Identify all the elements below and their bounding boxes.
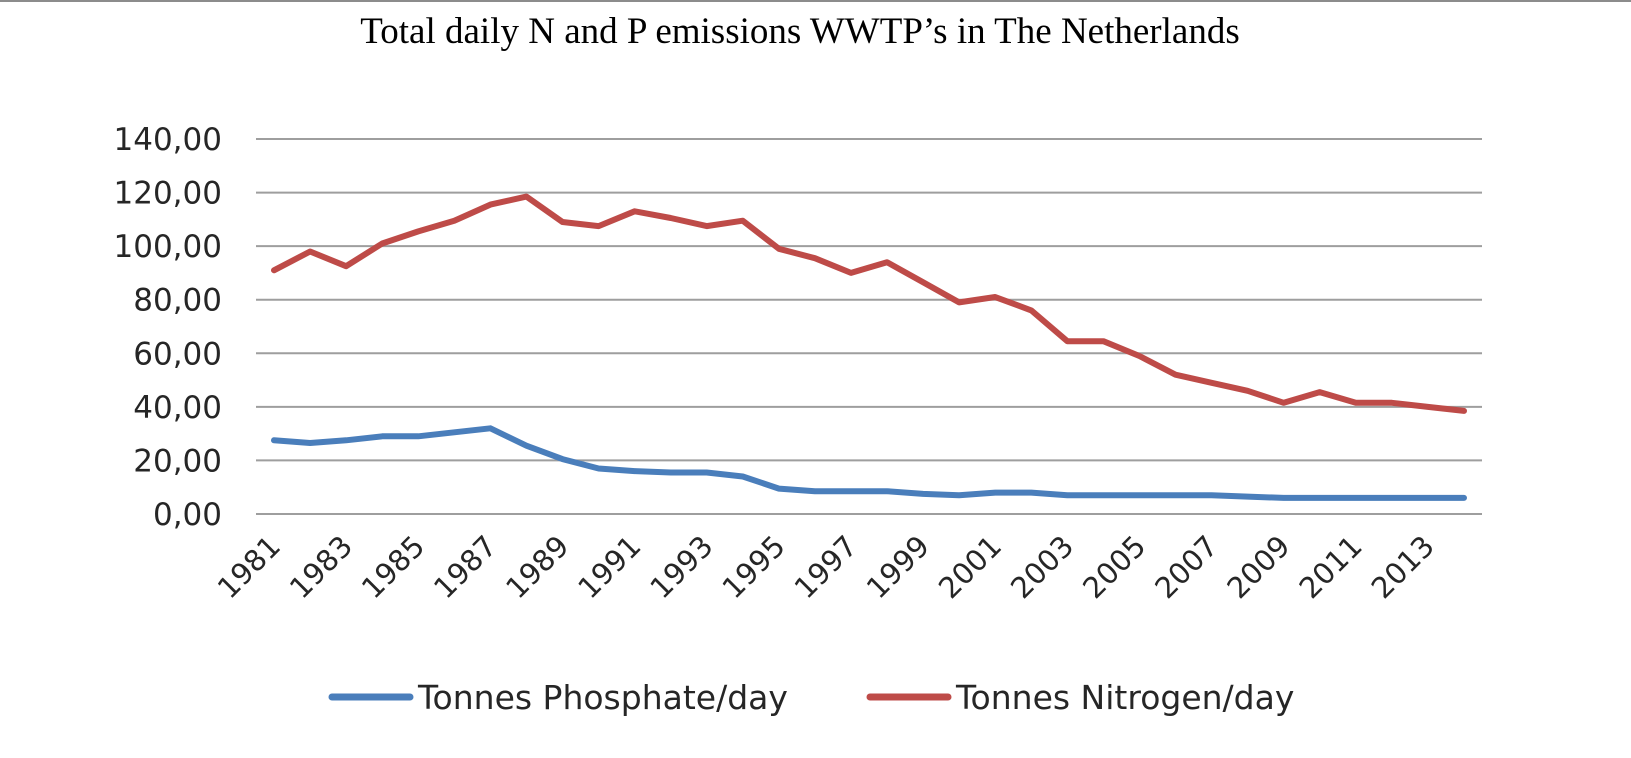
grid-lines xyxy=(256,138,1482,515)
x-tick-label: 1995 xyxy=(716,529,792,605)
chart-title: Total daily N and P emissions WWTP’s in … xyxy=(360,11,1240,52)
x-tick-label: 2009 xyxy=(1220,529,1296,605)
x-tick-label: 1993 xyxy=(643,529,719,605)
x-tick-label: 2003 xyxy=(1004,529,1080,605)
x-tick-label: 1983 xyxy=(283,529,359,605)
x-tick-label: 1997 xyxy=(788,529,864,605)
y-tick-label: 100,00 xyxy=(114,229,222,265)
x-tick-label: 2013 xyxy=(1365,529,1441,605)
y-tick-label: 140,00 xyxy=(114,122,222,158)
x-tick-label: 1987 xyxy=(427,529,503,605)
y-tick-label: 60,00 xyxy=(133,336,222,372)
y-tick-label: 80,00 xyxy=(133,283,222,319)
y-tick-label: 0,00 xyxy=(153,497,222,533)
top-border xyxy=(0,0,1631,2)
series-line-nitrogen xyxy=(271,193,1467,414)
x-tick-label: 1999 xyxy=(860,529,936,605)
x-tick-label: 2007 xyxy=(1148,529,1224,605)
series-lines xyxy=(271,193,1467,501)
legend-label: Tonnes Phosphate/day xyxy=(417,678,788,717)
x-tick-label: 2001 xyxy=(932,529,1008,605)
series-line-phosphate xyxy=(271,425,1467,501)
x-tick-label: 2011 xyxy=(1293,529,1369,605)
y-tick-label: 20,00 xyxy=(133,443,222,479)
x-tick-label: 1989 xyxy=(499,529,575,605)
y-tick-label: 120,00 xyxy=(114,176,222,212)
legend-label: Tonnes Nitrogen/day xyxy=(955,678,1294,717)
x-axis-ticks: 1981198319851987198919911993199519971999… xyxy=(211,529,1441,605)
y-tick-label: 40,00 xyxy=(133,390,222,426)
x-tick-label: 2005 xyxy=(1076,529,1152,605)
y-axis-ticks: 0,00 20,00 40,00 60,00 80,00 100,00 120,00 140,… xyxy=(114,122,222,533)
x-tick-label: 1981 xyxy=(211,529,287,605)
x-tick-label: 1991 xyxy=(571,529,647,605)
legend: Tonnes Phosphate/day Tonnes Nitrogen/day xyxy=(328,678,1294,717)
x-tick-label: 1985 xyxy=(355,529,431,605)
